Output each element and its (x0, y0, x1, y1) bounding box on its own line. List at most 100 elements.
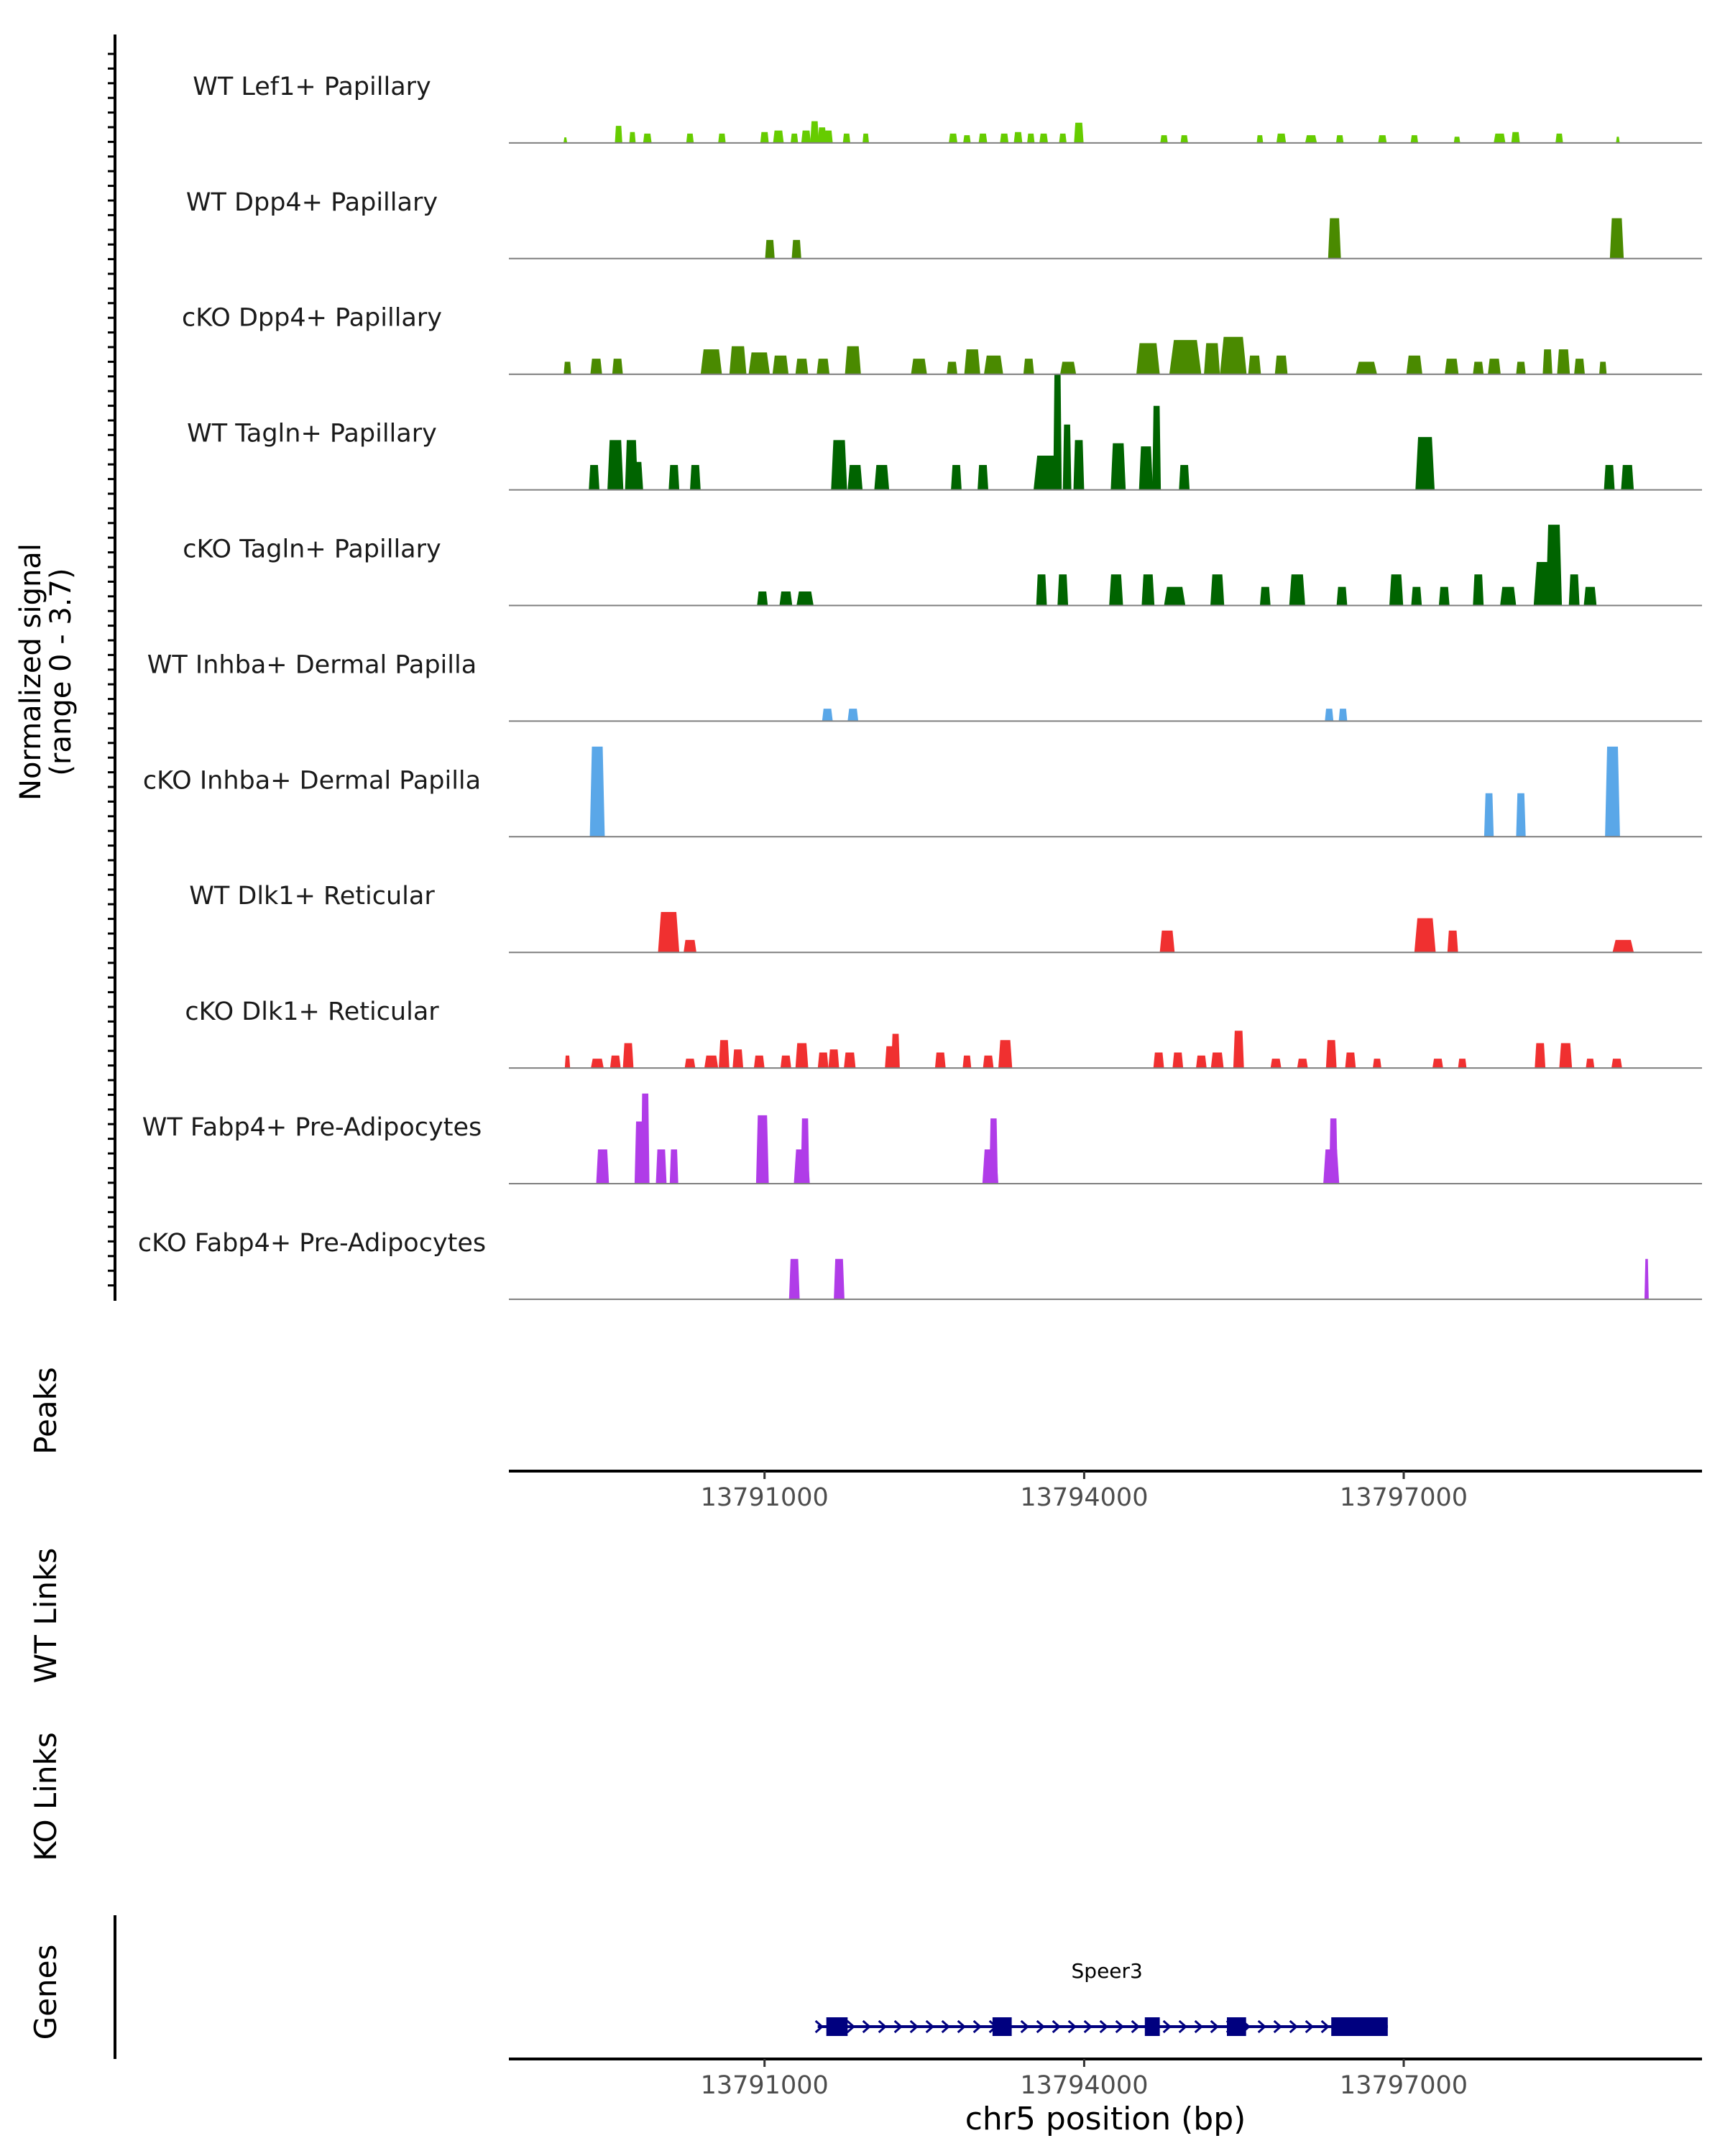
gene-exon (826, 2017, 848, 2036)
track-5: cKO Tagln+ Papillary (183, 525, 1702, 607)
signal-peak (704, 1055, 719, 1069)
signal-peak (1605, 746, 1620, 837)
x-axis-title: chr5 position (bp) (965, 2101, 1246, 2137)
track-8: WT Dlk1+ Reticular (189, 882, 1702, 954)
strand-arrow (1178, 2019, 1187, 2034)
signal-peak (757, 591, 768, 606)
signal-peak (983, 1055, 994, 1069)
signal-peak (1276, 133, 1287, 143)
signal-peak (1153, 1052, 1164, 1069)
signal-peak (1447, 930, 1458, 953)
signal-peak (1574, 359, 1585, 374)
signal-peak (1345, 1052, 1356, 1069)
signal-peak (1036, 574, 1047, 606)
signal-peak (700, 349, 722, 374)
x-tick-label: 13794000 (1020, 1483, 1148, 1512)
signal-peak (822, 709, 833, 722)
signal-peak (1169, 340, 1202, 374)
signal-peak (934, 1052, 946, 1069)
signal-peak (1059, 133, 1067, 143)
signal-peak (1196, 1055, 1207, 1069)
signal-peak (1373, 1059, 1381, 1069)
track-9: cKO Dlk1+ Reticular (185, 998, 1702, 1069)
signal-peak (1179, 465, 1190, 490)
signal-peak (669, 1149, 678, 1184)
strand-arrow (1162, 2019, 1172, 2034)
signal-peak (755, 1115, 769, 1184)
signal-peak (1336, 586, 1348, 606)
signal-ylabel-line1: Normalized signal (14, 543, 47, 801)
x-tick-label: 13791000 (701, 2071, 829, 2100)
signal-peak (1062, 424, 1072, 490)
track-4: WT Tagln+ Papillary (187, 374, 1702, 491)
signal-peak (612, 359, 623, 374)
signal-peak (1136, 343, 1160, 374)
signal-peak (1411, 586, 1422, 606)
signal-peak (629, 132, 636, 143)
genes-panel-label: Genes (28, 1945, 63, 2040)
track-label: cKO Tagln+ Papillary (183, 535, 441, 564)
signal-peak (834, 1258, 845, 1299)
signal-peak (729, 346, 747, 374)
signal-peak (640, 1093, 650, 1184)
signal-peak (810, 121, 819, 143)
signal-peak (1270, 1059, 1282, 1069)
signal-peak (1210, 574, 1225, 606)
signal-peak (1210, 1052, 1224, 1069)
signal-peak (589, 465, 599, 490)
signal-peak (564, 137, 568, 143)
signal-peak (951, 465, 962, 490)
coverage-tracks: WT Lef1+ Papillary WT Dpp4+ Papillary cKO … (138, 73, 1702, 1300)
track-label: cKO Inhba+ Dermal Papilla (143, 766, 481, 795)
signal-peak (1535, 1043, 1546, 1069)
signal-peak (1138, 446, 1153, 490)
signal-peak (1074, 122, 1084, 143)
signal-peak (732, 1049, 744, 1069)
strand-arrow (941, 2019, 950, 2034)
strand-arrow (1210, 2019, 1219, 2034)
signal-peak (1053, 374, 1062, 490)
signal-peak (1338, 709, 1348, 722)
signal-peak (668, 465, 680, 490)
signal-peak (1432, 1059, 1443, 1069)
signal-peak (643, 133, 652, 143)
signal-peak (788, 1258, 800, 1299)
signal-ylabel: Normalized signal (range 0 - 3.7) (14, 543, 78, 801)
signal-peak (1305, 135, 1317, 143)
signal-peak (1013, 132, 1023, 143)
signal-peak (1445, 359, 1459, 374)
signal-peak (615, 126, 622, 143)
strand-arrow (1052, 2019, 1061, 2034)
signal-peak (816, 359, 830, 374)
signal-peak (1410, 135, 1418, 143)
signal-peak (1621, 465, 1634, 490)
signal-peak (1335, 135, 1344, 143)
signal-peak (1604, 465, 1615, 490)
track-label: cKO Fabp4+ Pre-Adipocytes (138, 1229, 486, 1258)
x-tick-label: 13797000 (1340, 2071, 1468, 2100)
signal-peak (1160, 135, 1168, 143)
track-label: cKO Dpp4+ Papillary (182, 304, 442, 333)
signal-peak (718, 133, 726, 143)
strand-arrow (1099, 2019, 1108, 2034)
track-label: WT Lef1+ Papillary (193, 73, 431, 101)
signal-peak (947, 361, 957, 374)
signal-peak (1559, 1043, 1573, 1069)
strand-arrow (878, 2019, 887, 2034)
signal-ylabel-line2: (range 0 - 3.7) (45, 568, 78, 775)
signal-peak (760, 132, 769, 143)
signal-peak (817, 1052, 829, 1069)
signal-peak (591, 1059, 604, 1069)
strand-arrow (1305, 2019, 1314, 2034)
signal-peak (589, 746, 605, 837)
signal-peak (1545, 525, 1563, 606)
signal-peak (1583, 586, 1597, 606)
signal-peak (607, 440, 624, 490)
strand-arrow (1115, 2019, 1124, 2034)
x-tick-label: 13794000 (1020, 2071, 1148, 2100)
signal-peak (1073, 440, 1085, 490)
signal-peak (874, 465, 890, 490)
strand-arrow (1020, 2019, 1029, 2034)
track-2: WT Dpp4+ Papillary (186, 188, 1702, 259)
